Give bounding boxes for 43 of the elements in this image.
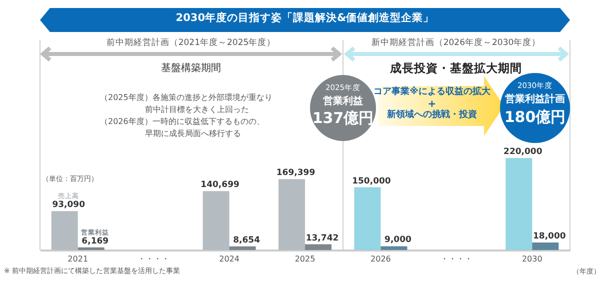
x-tick-label: ・・・・: [138, 254, 170, 264]
text: 前中計目標を大きく上回った: [145, 105, 249, 115]
data-label: 220,000: [504, 147, 542, 157]
data-label: 140,699: [200, 180, 240, 190]
bar: [506, 158, 532, 250]
text: コア事業※による収益の拡大: [374, 87, 490, 98]
bar: [532, 242, 559, 250]
data-label: 13,742: [306, 233, 339, 244]
text: 営業利益計画: [505, 94, 565, 105]
bar: [354, 187, 381, 250]
x-tick-label: 2030: [522, 254, 542, 264]
data-label: 6,169: [82, 236, 109, 246]
x-tick-label: ・・・・: [440, 254, 472, 264]
data-label: 8,654: [233, 235, 260, 246]
bar: [229, 246, 256, 250]
bar: [78, 247, 104, 250]
chart-title: 2030年度の目指す姿「課題解決&価値創造型企業」: [176, 12, 434, 25]
text: 新領域への挑戦・投資: [387, 110, 477, 121]
text: 営業利益: [323, 96, 363, 107]
data-label: 9,000: [384, 235, 412, 246]
text: 基盤構築期間: [161, 63, 221, 74]
text: （2025年度）各施策の進捗と外部環境が重なり: [100, 93, 272, 103]
text: +: [428, 99, 436, 110]
text: 早期に成長局面へ移行する: [145, 129, 241, 139]
bar: [51, 211, 78, 250]
x-tick-label: 2025: [294, 254, 316, 264]
bar: [278, 179, 305, 250]
x-tick-label: 2026: [370, 254, 391, 264]
bar: [202, 191, 230, 250]
data-label: 150,000: [352, 176, 391, 186]
data-label: 93,090: [52, 200, 86, 210]
x-tick-label: 2024: [219, 254, 240, 264]
text: 137億円: [312, 109, 374, 127]
bar: [305, 244, 332, 250]
x-tick-label: 2021: [68, 254, 88, 264]
data-label: 18,000: [532, 231, 566, 242]
text: 180億円: [504, 108, 566, 126]
text: 前中期経営計画（2021年度～2025年度）: [106, 38, 276, 48]
text: 新中期経営計画（2026年度～2030年度）: [371, 38, 541, 48]
text: （2026年度）一時的に収益低下するものの、: [100, 117, 264, 127]
text: 成長投資・基盤拡大期間: [390, 61, 522, 75]
data-label: 169,399: [276, 168, 316, 178]
bar: [380, 246, 408, 250]
